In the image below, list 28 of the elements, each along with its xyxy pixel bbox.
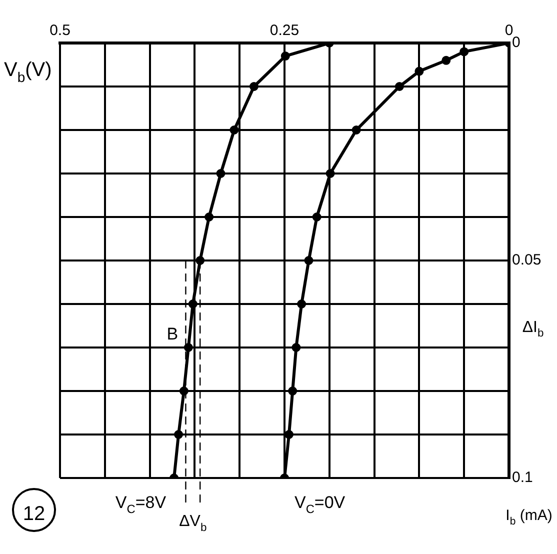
point xyxy=(304,256,314,265)
y-tick-label: 0.1 xyxy=(512,469,533,486)
point xyxy=(280,52,290,61)
point xyxy=(352,126,361,134)
x-tick-label: 0.25 xyxy=(270,22,300,40)
point xyxy=(179,386,188,396)
point xyxy=(297,300,306,308)
point xyxy=(326,169,335,178)
point xyxy=(292,343,301,352)
y-tick-label: 0.05 xyxy=(512,252,542,269)
y-tick-label: 0 xyxy=(512,34,520,52)
point xyxy=(196,256,205,265)
point xyxy=(394,82,404,91)
annotation: B xyxy=(166,324,178,344)
point xyxy=(174,430,184,439)
text: 12 xyxy=(22,503,46,525)
point xyxy=(184,343,193,352)
point xyxy=(230,126,239,134)
point xyxy=(460,47,469,56)
point xyxy=(442,56,451,65)
point xyxy=(204,212,214,222)
point xyxy=(188,300,198,308)
point xyxy=(216,169,226,178)
point xyxy=(288,386,298,396)
x-tick-label: 0.5 xyxy=(50,22,70,40)
point xyxy=(414,66,424,76)
point xyxy=(312,212,322,222)
point xyxy=(249,82,258,91)
